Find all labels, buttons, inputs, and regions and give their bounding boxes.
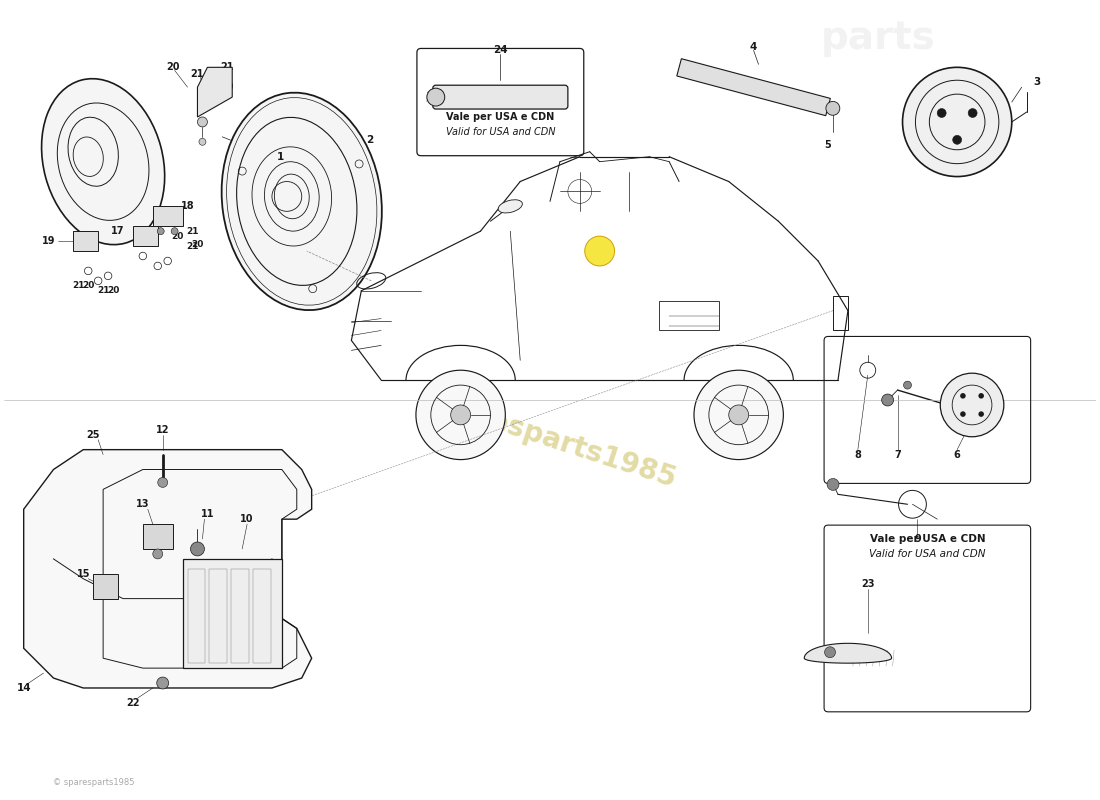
Circle shape (190, 542, 205, 556)
Circle shape (827, 478, 839, 490)
Text: 21: 21 (220, 62, 234, 72)
Bar (833, 296, 848, 330)
Ellipse shape (498, 200, 522, 213)
Bar (153, 206, 183, 226)
Text: 18: 18 (180, 202, 195, 211)
Text: 20: 20 (172, 232, 184, 241)
Text: 5: 5 (825, 140, 832, 150)
Polygon shape (804, 643, 892, 663)
Circle shape (978, 393, 984, 398)
Circle shape (451, 405, 471, 425)
Text: 11: 11 (200, 510, 214, 519)
Circle shape (172, 228, 178, 234)
Circle shape (157, 677, 168, 689)
Text: © sparesparts1985: © sparesparts1985 (54, 778, 135, 787)
Text: Valid for USA and CDN: Valid for USA and CDN (446, 127, 556, 137)
Circle shape (585, 236, 615, 266)
Text: 1: 1 (277, 152, 284, 162)
Text: Vale per USA e CDN: Vale per USA e CDN (869, 534, 986, 544)
FancyBboxPatch shape (432, 86, 568, 109)
Text: 22: 22 (126, 698, 140, 708)
Text: 21: 21 (97, 286, 109, 295)
Ellipse shape (221, 93, 382, 310)
Circle shape (978, 411, 984, 417)
Bar (94, 574, 118, 598)
Bar (253, 569, 271, 663)
Text: 2: 2 (366, 135, 374, 145)
Text: 25: 25 (87, 430, 100, 440)
Text: 3: 3 (1033, 78, 1041, 87)
Text: 12: 12 (156, 425, 169, 434)
Text: 13: 13 (136, 499, 150, 510)
Text: 21: 21 (72, 282, 85, 290)
Text: 21: 21 (190, 70, 205, 79)
Text: 14: 14 (16, 683, 31, 693)
Text: 6: 6 (954, 450, 960, 460)
Text: 20: 20 (107, 286, 119, 295)
Bar (659, 301, 718, 330)
Circle shape (882, 394, 893, 406)
Circle shape (825, 646, 836, 658)
Bar (183, 559, 282, 668)
Bar (143, 524, 173, 549)
Text: Valid for USA and CDN: Valid for USA and CDN (869, 549, 986, 559)
Ellipse shape (42, 78, 165, 245)
Circle shape (940, 373, 1004, 437)
Bar (209, 569, 228, 663)
Text: 9: 9 (914, 534, 921, 544)
Circle shape (960, 411, 966, 417)
Text: 20: 20 (166, 62, 179, 72)
Text: 20: 20 (82, 282, 95, 290)
Text: 17: 17 (111, 226, 124, 236)
Text: Vale per USA e CDN: Vale per USA e CDN (447, 112, 554, 122)
Text: 16: 16 (210, 82, 224, 92)
Circle shape (427, 88, 444, 106)
Circle shape (199, 138, 206, 146)
Text: 10: 10 (241, 514, 254, 524)
Text: 21: 21 (186, 242, 199, 250)
Bar (74, 231, 98, 251)
Polygon shape (198, 67, 232, 117)
Text: parts: parts (821, 18, 935, 57)
Circle shape (157, 228, 164, 234)
Bar (133, 226, 157, 246)
Text: 20: 20 (220, 82, 234, 92)
Circle shape (953, 135, 961, 144)
Text: 23: 23 (861, 578, 875, 589)
Bar (231, 569, 249, 663)
Text: sparesparts1985: sparesparts1985 (420, 386, 680, 494)
Circle shape (903, 381, 912, 389)
Text: 8: 8 (855, 450, 861, 460)
Text: 7: 7 (894, 450, 901, 460)
Circle shape (416, 370, 505, 459)
Text: 4: 4 (750, 42, 757, 53)
Circle shape (968, 109, 977, 118)
Circle shape (153, 549, 163, 559)
Circle shape (157, 478, 167, 487)
Polygon shape (676, 58, 830, 116)
Circle shape (960, 393, 966, 398)
Circle shape (198, 117, 208, 127)
Circle shape (694, 370, 783, 459)
Text: 20: 20 (191, 239, 204, 249)
Text: 24: 24 (493, 46, 508, 55)
Circle shape (728, 405, 749, 425)
Text: 21: 21 (186, 226, 199, 236)
Circle shape (826, 102, 839, 115)
Circle shape (937, 109, 946, 118)
Text: 19: 19 (42, 236, 55, 246)
Text: 15: 15 (77, 569, 90, 578)
Bar (187, 569, 206, 663)
Circle shape (902, 67, 1012, 177)
Polygon shape (24, 450, 311, 688)
